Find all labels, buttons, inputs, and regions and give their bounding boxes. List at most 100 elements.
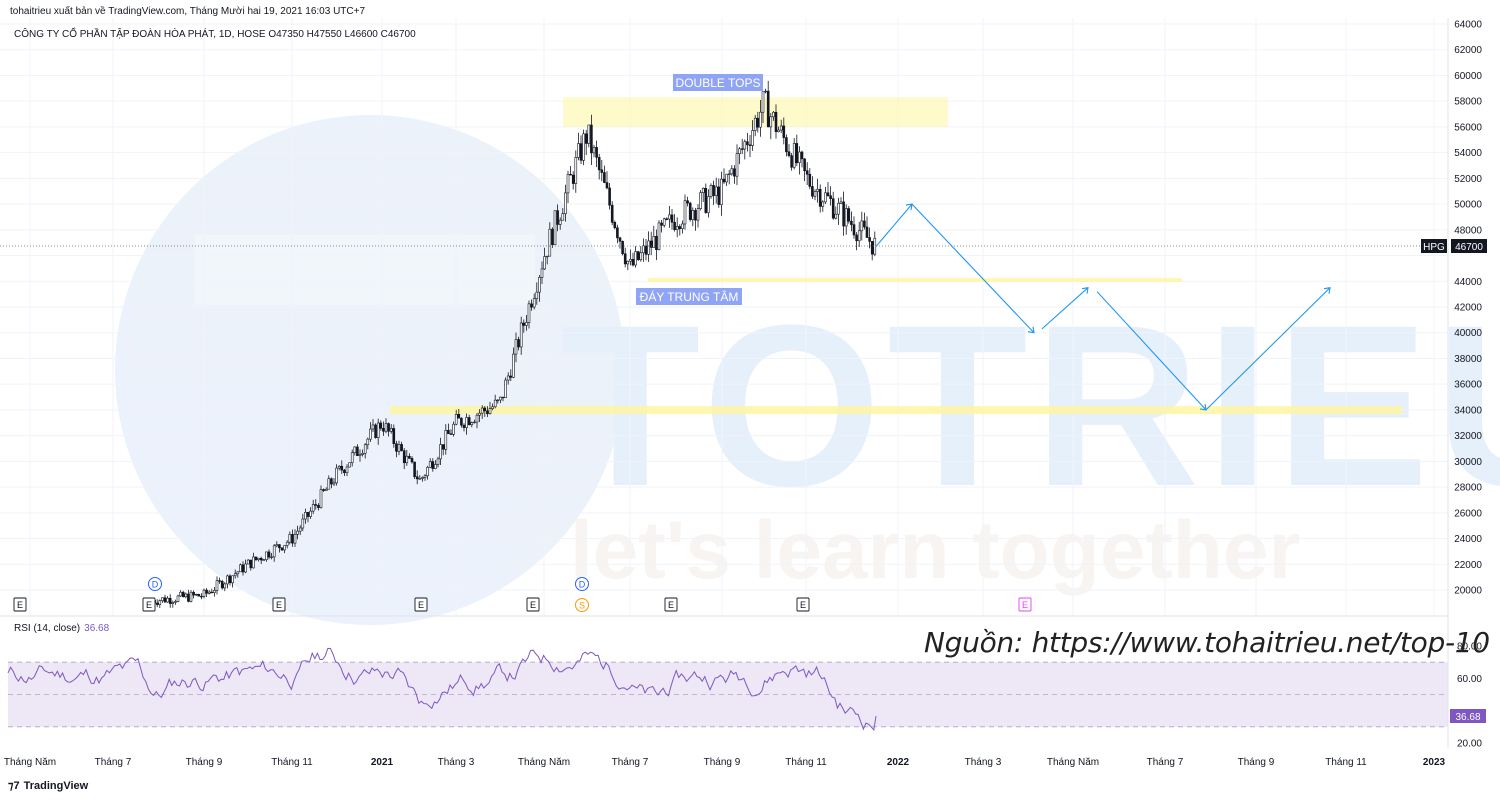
candle-body bbox=[402, 450, 406, 464]
price-tick-label: 54000 bbox=[1454, 148, 1482, 159]
price-tick-label: 26000 bbox=[1454, 508, 1482, 519]
projection-arrowhead bbox=[1323, 287, 1331, 294]
candle-body bbox=[460, 417, 463, 426]
price-tick-label: 44000 bbox=[1454, 277, 1482, 288]
earnings-marker-label: E bbox=[800, 600, 806, 610]
tradingview-brand: TradingView bbox=[23, 780, 89, 792]
candle-body bbox=[166, 597, 169, 603]
price-tick-label: 62000 bbox=[1454, 45, 1482, 56]
symbol-ohlc-line[interactable]: CÔNG TY CỔ PHẦN TẬP ĐOÀN HÒA PHÁT, 1D, H… bbox=[14, 29, 416, 40]
candle-body bbox=[317, 505, 320, 508]
candle-body bbox=[293, 533, 297, 544]
candle-body bbox=[275, 544, 279, 547]
candle-body bbox=[590, 124, 593, 154]
candle-body bbox=[244, 563, 247, 573]
candle-body bbox=[210, 591, 214, 594]
time-tick-label: Tháng 11 bbox=[1325, 757, 1367, 768]
candle-body bbox=[265, 551, 268, 561]
candle-body bbox=[514, 339, 518, 355]
candle-body bbox=[350, 452, 354, 464]
candle-body bbox=[249, 559, 253, 569]
candle-series bbox=[150, 80, 877, 608]
watermark-brand: TOTRIEU bbox=[560, 277, 1500, 534]
candle-body bbox=[686, 200, 689, 204]
candle-body bbox=[473, 421, 476, 424]
candle-body bbox=[369, 428, 372, 440]
candle-body bbox=[452, 423, 455, 435]
earnings-marker-label: E bbox=[530, 600, 536, 610]
candle-body bbox=[226, 575, 229, 585]
candle-body bbox=[447, 429, 450, 435]
candle-body bbox=[296, 530, 299, 535]
candle-body bbox=[421, 477, 424, 479]
price-tag-symbol: HPG bbox=[1423, 242, 1445, 253]
source-caption: Nguồn: https://www.tohaitrieu.net/top-10 bbox=[924, 626, 1490, 659]
candle-body bbox=[434, 464, 437, 469]
time-axis[interactable]: Tháng Năm Tháng 7 Tháng 9 Tháng 11 2021 Tháng… bbox=[4, 757, 1446, 768]
candle-body bbox=[184, 593, 188, 598]
candle-body bbox=[387, 423, 390, 432]
time-tick-label: Tháng 3 bbox=[438, 757, 475, 768]
candle-body bbox=[449, 433, 453, 435]
candle-body bbox=[161, 597, 164, 601]
candle-body bbox=[200, 595, 203, 598]
candle-body bbox=[548, 228, 552, 257]
candle-body bbox=[756, 117, 760, 128]
candle-body bbox=[493, 399, 497, 408]
candle-body bbox=[792, 143, 796, 168]
candle-body bbox=[189, 591, 193, 602]
split-marker-label: S bbox=[579, 601, 585, 611]
candle-body bbox=[852, 224, 856, 236]
candle-body bbox=[701, 188, 705, 193]
time-tick-label: Tháng 9 bbox=[704, 757, 741, 768]
candle-body bbox=[439, 444, 442, 460]
candle-body bbox=[605, 182, 609, 189]
candle-body bbox=[363, 444, 367, 454]
candle-body bbox=[382, 428, 385, 432]
candle-body bbox=[389, 428, 393, 432]
candle-body bbox=[587, 124, 591, 144]
dividend-marker-label: D bbox=[152, 580, 159, 590]
time-tick-label: 2023 bbox=[1423, 757, 1446, 768]
rsi-axis[interactable]: 20.00 60.00 80.00 bbox=[1457, 642, 1482, 750]
candle-body bbox=[535, 291, 539, 299]
time-tick-label: Tháng Năm bbox=[1047, 757, 1099, 768]
candle-body bbox=[688, 202, 692, 220]
candle-body bbox=[608, 187, 611, 206]
price-tick-label: 64000 bbox=[1454, 20, 1482, 31]
candle-body bbox=[220, 581, 224, 589]
candle-body bbox=[621, 240, 624, 255]
earnings-marker bbox=[272, 597, 286, 612]
candle-body bbox=[595, 147, 598, 158]
candle-body bbox=[478, 412, 481, 416]
publisher-line: tohaitrieu xuất bản về TradingView.com, … bbox=[10, 6, 366, 17]
candle-body bbox=[707, 196, 710, 213]
price-axis[interactable]: 20000 22000 24000 26000 28000 30000 32000 34000… bbox=[1454, 20, 1482, 597]
support-zone bbox=[390, 406, 1402, 415]
candle-body bbox=[278, 544, 281, 549]
candle-body bbox=[358, 454, 362, 457]
candle-body bbox=[426, 466, 429, 477]
candle-body bbox=[254, 556, 258, 560]
candle-body bbox=[356, 446, 359, 457]
candle-body bbox=[629, 258, 632, 262]
candle-body bbox=[670, 214, 674, 223]
rsi-legend[interactable]: RSI (14, close) 36.68 bbox=[14, 623, 109, 634]
candle-body bbox=[779, 125, 783, 131]
candle-body bbox=[374, 424, 377, 438]
projection-path bbox=[875, 203, 1331, 411]
candle-body bbox=[790, 155, 793, 168]
projection-segment bbox=[1205, 287, 1331, 411]
candle-body bbox=[639, 252, 643, 260]
candle-body bbox=[475, 414, 479, 423]
candle-body bbox=[410, 458, 414, 463]
candle-body bbox=[725, 173, 728, 183]
candle-body bbox=[564, 192, 567, 214]
candle-body bbox=[465, 417, 468, 428]
price-tick-label: 50000 bbox=[1454, 200, 1482, 211]
tradingview-logo[interactable]: ⁊7 TradingView bbox=[8, 779, 88, 792]
candle-body bbox=[400, 444, 403, 452]
candle-body bbox=[577, 143, 580, 158]
candle-body bbox=[480, 407, 484, 414]
